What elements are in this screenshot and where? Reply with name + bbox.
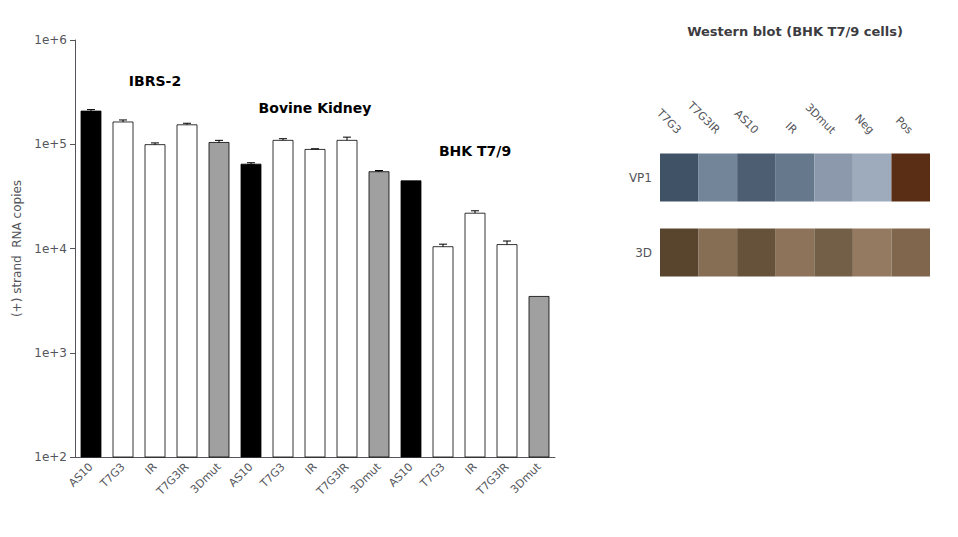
svg-text:IR: IR (303, 460, 320, 477)
svg-text:T7G3IR: T7G3IR (684, 98, 722, 136)
svg-text:3D: 3D (635, 246, 652, 260)
svg-text:AS10: AS10 (66, 460, 95, 489)
svg-text:Neg: Neg (852, 112, 877, 137)
svg-text:T7G3: T7G3 (257, 460, 288, 491)
svg-text:AS10: AS10 (226, 460, 255, 489)
svg-text:Bovine Kidney: Bovine Kidney (259, 100, 372, 116)
svg-text:1e+5: 1e+5 (34, 137, 67, 151)
svg-text:1e+4: 1e+4 (34, 242, 67, 256)
svg-text:AS10: AS10 (386, 460, 415, 489)
svg-text:IR: IR (783, 120, 800, 137)
svg-text:3Dmut: 3Dmut (348, 460, 384, 496)
svg-text:T7G3: T7G3 (97, 460, 128, 491)
svg-text:Pos: Pos (893, 114, 916, 137)
svg-text:IR: IR (143, 460, 160, 477)
svg-text:1e+2: 1e+2 (34, 450, 67, 464)
svg-text:Western blot (BHK T7/9 cells): Western blot (BHK T7/9 cells) (687, 24, 903, 39)
svg-text:AS10: AS10 (732, 107, 761, 136)
svg-text:3Dmut: 3Dmut (508, 460, 544, 496)
svg-text:1e+3: 1e+3 (34, 346, 67, 360)
svg-text:IBRS-2: IBRS-2 (129, 73, 181, 89)
svg-text:3Dmut: 3Dmut (188, 460, 224, 496)
svg-text:T7G3: T7G3 (417, 460, 448, 491)
svg-text:IR: IR (463, 460, 480, 477)
svg-text:1e+6: 1e+6 (34, 33, 67, 47)
svg-text:3Dmut: 3Dmut (803, 101, 839, 137)
svg-text:(+) strand RNA copies: (+) strand RNA copies (10, 180, 24, 317)
svg-text:VP1: VP1 (629, 171, 652, 185)
svg-text:T7G3IR: T7G3IR (473, 460, 511, 498)
svg-text:BHK T7/9: BHK T7/9 (439, 143, 511, 159)
svg-text:T7G3IR: T7G3IR (153, 460, 191, 498)
svg-text:T7G3IR: T7G3IR (313, 460, 351, 498)
svg-text:T7G3: T7G3 (653, 106, 684, 137)
